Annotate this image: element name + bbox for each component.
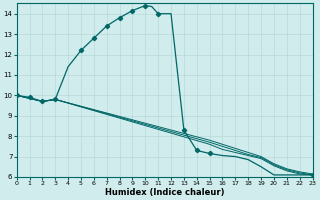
X-axis label: Humidex (Indice chaleur): Humidex (Indice chaleur) <box>105 188 224 197</box>
